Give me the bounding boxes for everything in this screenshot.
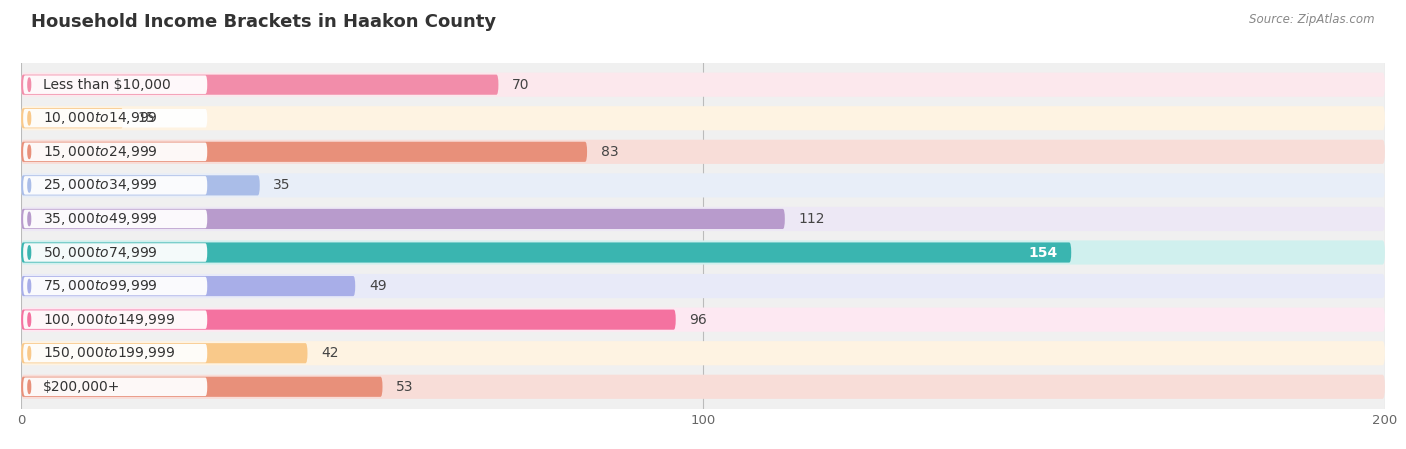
FancyBboxPatch shape (21, 274, 1385, 298)
FancyBboxPatch shape (21, 75, 499, 95)
Circle shape (28, 279, 31, 293)
Text: $25,000 to $34,999: $25,000 to $34,999 (44, 177, 157, 194)
Circle shape (28, 78, 31, 92)
FancyBboxPatch shape (21, 140, 1385, 164)
FancyBboxPatch shape (21, 108, 124, 128)
Text: $50,000 to $74,999: $50,000 to $74,999 (44, 245, 157, 260)
Text: $15,000 to $24,999: $15,000 to $24,999 (44, 144, 157, 160)
Text: $35,000 to $49,999: $35,000 to $49,999 (44, 211, 157, 227)
Text: Less than $10,000: Less than $10,000 (44, 78, 170, 92)
FancyBboxPatch shape (22, 378, 207, 396)
Text: 112: 112 (799, 212, 825, 226)
Text: 83: 83 (600, 145, 619, 159)
FancyBboxPatch shape (21, 276, 356, 296)
Text: 96: 96 (689, 313, 707, 326)
FancyBboxPatch shape (21, 374, 1385, 399)
Text: 53: 53 (396, 380, 413, 394)
FancyBboxPatch shape (21, 343, 308, 363)
FancyBboxPatch shape (22, 344, 207, 362)
Circle shape (28, 380, 31, 393)
FancyBboxPatch shape (21, 173, 1385, 198)
FancyBboxPatch shape (22, 75, 207, 94)
Text: 15: 15 (136, 111, 155, 125)
FancyBboxPatch shape (21, 308, 1385, 332)
Text: 49: 49 (368, 279, 387, 293)
FancyBboxPatch shape (21, 175, 260, 195)
FancyBboxPatch shape (21, 142, 588, 162)
FancyBboxPatch shape (21, 73, 1385, 97)
FancyBboxPatch shape (21, 377, 382, 397)
Text: $75,000 to $99,999: $75,000 to $99,999 (44, 278, 157, 294)
FancyBboxPatch shape (22, 109, 207, 128)
FancyBboxPatch shape (21, 207, 1385, 231)
Text: $200,000+: $200,000+ (44, 380, 121, 394)
FancyBboxPatch shape (22, 277, 207, 295)
FancyBboxPatch shape (21, 240, 1385, 264)
Circle shape (28, 145, 31, 158)
FancyBboxPatch shape (21, 209, 785, 229)
Circle shape (28, 313, 31, 326)
FancyBboxPatch shape (21, 309, 676, 330)
Text: 42: 42 (321, 346, 339, 360)
FancyBboxPatch shape (22, 210, 207, 228)
FancyBboxPatch shape (22, 243, 207, 262)
Text: $100,000 to $149,999: $100,000 to $149,999 (44, 312, 176, 328)
Circle shape (28, 246, 31, 259)
Circle shape (28, 111, 31, 125)
Text: 154: 154 (1028, 246, 1057, 260)
FancyBboxPatch shape (22, 310, 207, 329)
Text: $150,000 to $199,999: $150,000 to $199,999 (44, 345, 176, 361)
Text: 70: 70 (512, 78, 530, 92)
FancyBboxPatch shape (22, 176, 207, 194)
FancyBboxPatch shape (21, 106, 1385, 130)
Text: 35: 35 (273, 178, 291, 192)
Text: Household Income Brackets in Haakon County: Household Income Brackets in Haakon Coun… (31, 13, 496, 31)
FancyBboxPatch shape (22, 142, 207, 161)
Circle shape (28, 212, 31, 226)
Circle shape (28, 179, 31, 192)
Circle shape (28, 347, 31, 360)
FancyBboxPatch shape (21, 242, 1071, 263)
FancyBboxPatch shape (21, 341, 1385, 365)
Text: Source: ZipAtlas.com: Source: ZipAtlas.com (1250, 13, 1375, 26)
Text: $10,000 to $14,999: $10,000 to $14,999 (44, 110, 157, 126)
